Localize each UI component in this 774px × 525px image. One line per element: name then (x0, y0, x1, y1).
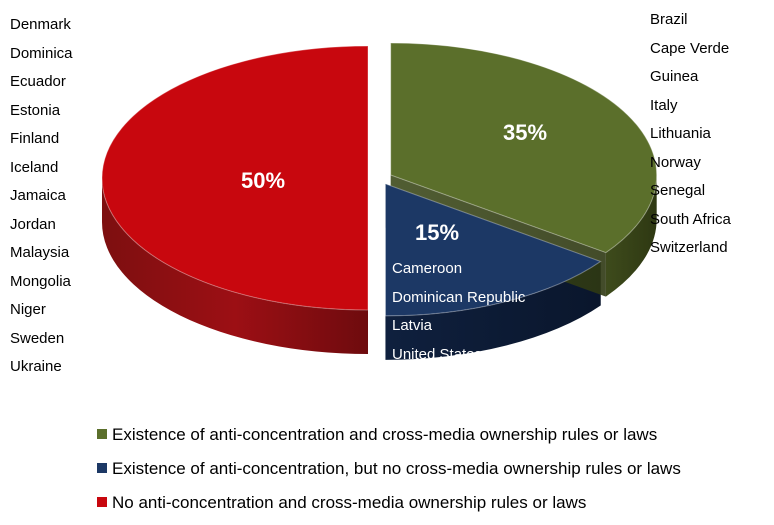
country-item: Dominican Republic (392, 288, 526, 306)
country-item: Ecuador (10, 73, 66, 90)
country-item: Iceland (10, 158, 59, 176)
country-item: United States (392, 345, 483, 363)
legend-swatch (97, 463, 107, 473)
slice-no-rules-value-label: 50% (241, 168, 285, 193)
country-item: Finland (10, 130, 60, 147)
country-item: Italy (650, 96, 678, 114)
country-item: Jordan (10, 215, 56, 233)
country-item: Cameroon (392, 260, 463, 277)
country-item: Niger (10, 301, 46, 318)
slice-no-rules-side (102, 178, 368, 354)
legend-item-both-rules: Existence of anti-concentration and cros… (97, 423, 681, 457)
legend-label: Existence of anti-concentration and cros… (112, 425, 658, 444)
country-list-no-rules: Denmark Dominica Ecuador Estonia Finland… (10, 11, 73, 382)
country-item: Dominica (10, 44, 73, 62)
country-item: Mongolia (10, 272, 71, 290)
country-list-both-rules: Brazil Cape Verde Guinea Italy Lithuania… (650, 6, 731, 263)
slice-no-rules (101, 45, 369, 311)
country-item: Estonia (10, 101, 61, 119)
slice-anti-concentration-only (384, 183, 602, 317)
legend-label: Existence of anti-concentration, but no … (112, 459, 681, 478)
slice-anti-concentration-only-value-label: 15% (415, 220, 459, 245)
country-item: Sweden (10, 329, 65, 347)
country-item: Cape Verde (650, 39, 730, 57)
legend-swatch (97, 429, 107, 439)
legend-item-anti-concentration-only: Existence of anti-concentration, but no … (97, 457, 681, 491)
country-item: Ukraine (10, 358, 62, 375)
country-item: South Africa (650, 210, 731, 228)
country-item: Norway (650, 153, 701, 171)
country-item: Guinea (650, 68, 699, 85)
country-item: Switzerland (650, 239, 728, 256)
country-item: Senegal (650, 182, 706, 199)
country-item: Brazil (650, 11, 688, 28)
slice-both-rules-side (605, 175, 657, 297)
country-list-anti-concentration-only: Cameroon Dominican Republic Latvia Unite… (392, 255, 525, 369)
legend: Existence of anti-concentration and cros… (97, 423, 681, 525)
country-item: Latvia (392, 317, 433, 334)
slice-both-rules (390, 42, 658, 254)
legend-swatch (97, 497, 107, 507)
country-item: Lithuania (650, 125, 711, 142)
slice-anti-concentration-only-side (385, 261, 601, 360)
country-item: Jamaica (10, 187, 66, 204)
legend-item-no-rules: No anti-concentration and cross-media ow… (97, 491, 681, 525)
country-item: Denmark (10, 16, 71, 33)
legend-label: No anti-concentration and cross-media ow… (112, 493, 587, 512)
country-item: Malaysia (10, 244, 70, 261)
slice-both-rules-value-label: 35% (503, 120, 547, 145)
